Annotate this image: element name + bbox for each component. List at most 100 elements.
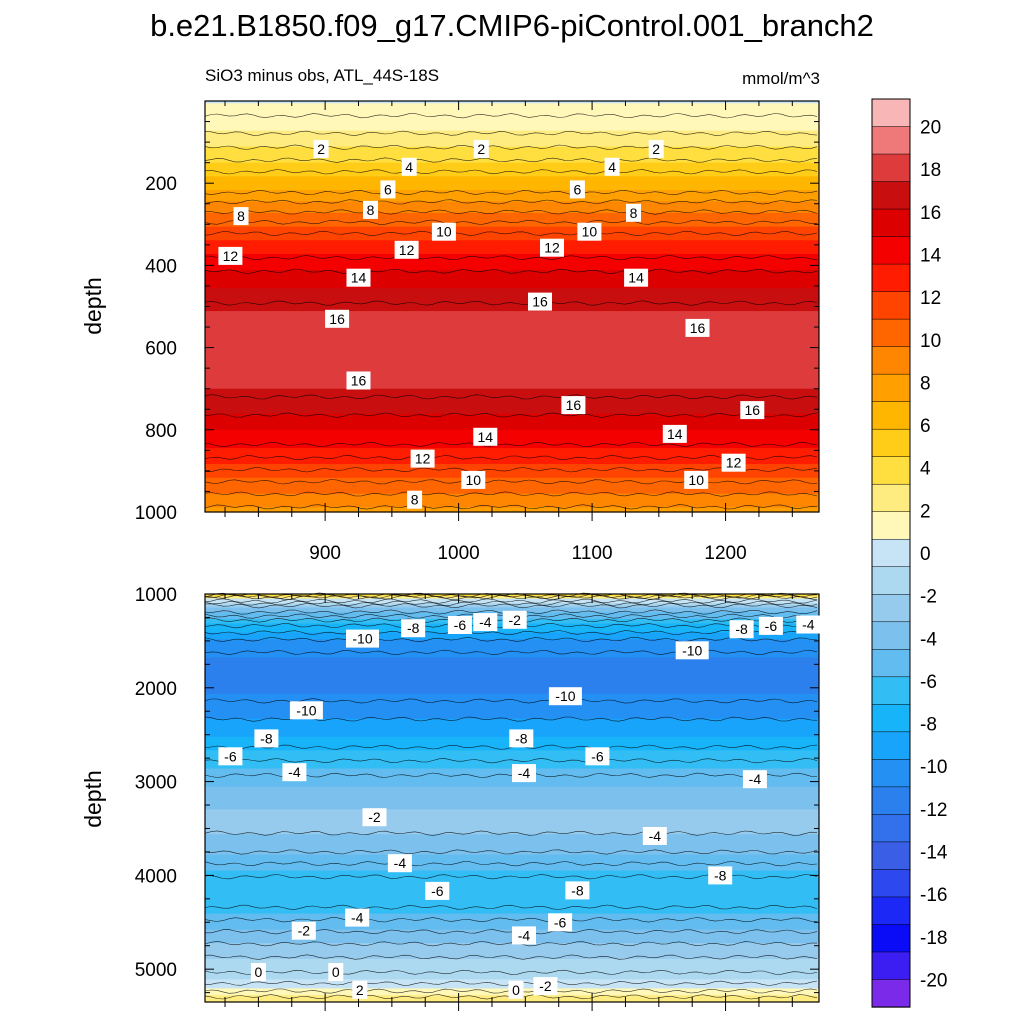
contour-band <box>205 146 819 150</box>
contour-band <box>205 859 819 863</box>
contour-band <box>205 240 819 244</box>
contour-band <box>205 802 819 806</box>
contour-band <box>205 720 819 724</box>
contour-line <box>204 954 818 960</box>
y-tick-label: 4000 <box>135 866 177 887</box>
contour-band <box>205 340 819 344</box>
contour-band <box>205 671 819 674</box>
contour-label-box <box>289 701 323 720</box>
contour-band <box>205 668 819 672</box>
contour-band <box>205 632 819 636</box>
colorbar-tick-label: 20 <box>920 118 941 139</box>
contour-band <box>205 473 819 477</box>
contour-line <box>204 255 818 261</box>
contour-label-box <box>604 157 620 176</box>
contour-label-text: -4 <box>288 764 301 780</box>
contour-band <box>205 963 819 967</box>
contour-band <box>205 219 819 223</box>
contour-band <box>205 502 819 506</box>
contour-band <box>205 308 819 312</box>
contour-band <box>205 838 819 842</box>
contour-band <box>205 800 819 804</box>
contour-band <box>205 324 819 328</box>
contour-line <box>204 830 818 836</box>
colorbar-swatch <box>871 896 911 926</box>
contour-label: -6 <box>758 616 783 635</box>
contour-band <box>205 180 819 184</box>
contour-label-box <box>508 980 524 999</box>
contour-band <box>205 190 819 193</box>
contour-band <box>205 313 819 317</box>
contour-label-text: 16 <box>351 373 367 389</box>
contour-label-text: -10 <box>682 642 702 658</box>
contour-band <box>205 652 819 656</box>
contour-band <box>205 279 819 282</box>
contour-band <box>205 304 819 308</box>
contour-label: -4 <box>345 908 370 927</box>
colorbar-swatch <box>871 456 911 485</box>
contour-band <box>205 320 819 324</box>
contour-band <box>205 210 819 214</box>
contour-line <box>204 636 818 643</box>
contour-band <box>205 452 819 456</box>
x-tick-label: 1000 <box>437 543 479 564</box>
contour-line <box>204 904 818 910</box>
contour-band <box>205 381 819 385</box>
contour-band <box>205 628 819 631</box>
contour-band <box>205 448 819 451</box>
contour-band <box>205 904 819 908</box>
contour-line <box>204 988 818 994</box>
colorbar-swatch <box>871 621 911 650</box>
contour-band <box>205 395 819 399</box>
contour-band <box>205 187 819 191</box>
contour-band <box>205 754 819 758</box>
contour-label: 0 <box>328 963 344 981</box>
contour-label-box <box>509 729 534 748</box>
contour-label-text: 12 <box>544 240 560 256</box>
contour-label-box <box>447 616 472 634</box>
contour-band <box>205 486 819 490</box>
contour-band <box>205 709 819 713</box>
contour-band <box>205 841 819 844</box>
contour-band <box>205 144 819 148</box>
contour-band <box>205 413 819 417</box>
contour-band <box>205 226 819 230</box>
contour-label: -6 <box>548 913 573 932</box>
contour-band <box>205 607 819 611</box>
contour-label-box <box>533 977 558 996</box>
contour-band <box>205 977 819 980</box>
contour-band <box>205 126 819 129</box>
contour-label-text: -4 <box>518 765 531 781</box>
contour-band <box>205 804 819 808</box>
contour-line <box>204 630 818 636</box>
colorbar-tick-label: -12 <box>920 800 947 821</box>
contour-label-box <box>742 770 767 789</box>
contour-band <box>205 468 819 472</box>
contour-band <box>205 135 819 139</box>
contour-band <box>205 101 819 104</box>
contour-label-text: -8 <box>407 620 420 636</box>
contour-label: -8 <box>565 881 590 900</box>
contour-label-text: 8 <box>630 205 638 221</box>
contour-label-box <box>401 619 426 638</box>
contour-band <box>205 416 819 419</box>
contour-band <box>205 702 819 706</box>
contour-label-text: -4 <box>649 828 662 844</box>
contour-band <box>205 393 819 397</box>
contour-band <box>205 269 819 273</box>
contour-label-text: -8 <box>735 621 748 637</box>
contour-band <box>205 725 819 729</box>
contour-band <box>205 196 819 200</box>
contour-band <box>205 682 819 686</box>
contour-band <box>205 509 819 513</box>
lower-y-axis-title: depth <box>80 770 106 828</box>
y-tick-label: 5000 <box>135 960 177 981</box>
contour-band <box>205 345 819 349</box>
contour-band <box>205 834 819 838</box>
contour-label-box <box>561 396 586 415</box>
contour-band <box>205 911 819 915</box>
contour-label: -2 <box>291 921 316 940</box>
colorbar-tick-label: 0 <box>920 544 931 565</box>
contour-band <box>205 390 819 394</box>
contour-band <box>205 943 819 946</box>
